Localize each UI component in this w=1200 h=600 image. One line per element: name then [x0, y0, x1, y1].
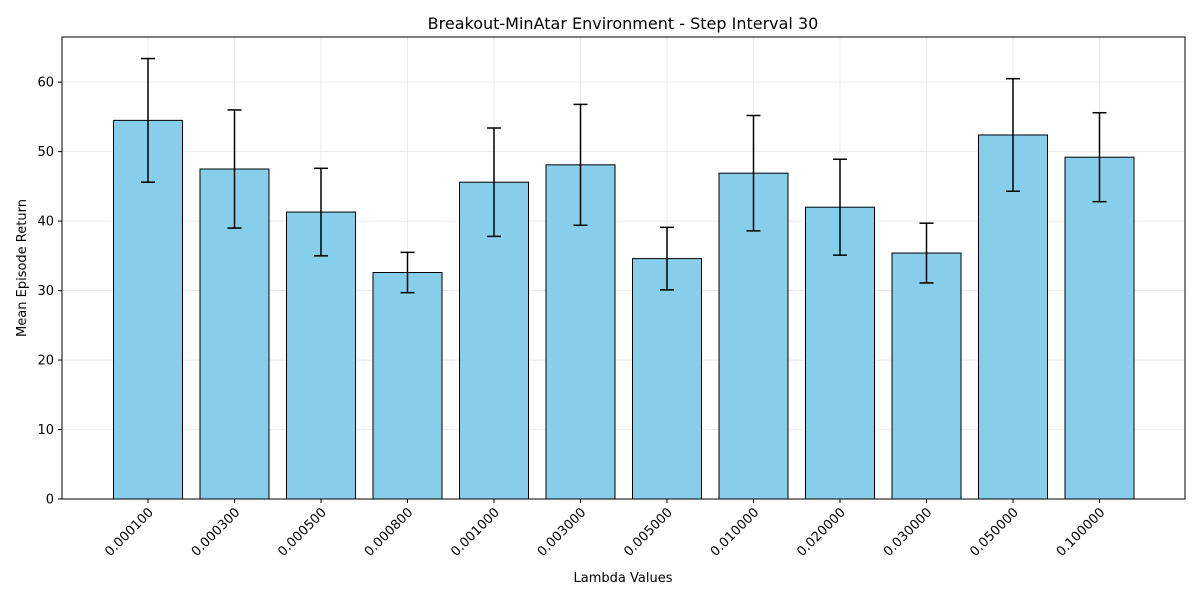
y-tick-label: 50	[37, 145, 54, 160]
y-tick-label: 30	[37, 284, 54, 299]
x-tick-label: 0.000300	[189, 505, 243, 559]
error-bars	[141, 57, 1107, 294]
bar	[632, 258, 702, 500]
x-tick-label: 0.001000	[448, 505, 502, 559]
x-tick-label: 0.003000	[535, 505, 589, 559]
x-tick-label: 0.020000	[794, 505, 848, 559]
bar	[891, 252, 962, 500]
y-axis-label: Mean Episode Return	[15, 199, 30, 337]
bar	[372, 272, 443, 500]
bars	[113, 119, 1135, 500]
bar	[286, 211, 356, 500]
y-tick-label: 10	[37, 423, 54, 438]
x-tick-label: 0.000100	[102, 505, 156, 559]
bar	[1064, 156, 1135, 500]
y-tick-label: 40	[37, 215, 54, 230]
bar	[978, 134, 1048, 500]
x-tick-label: 0.000800	[362, 505, 416, 559]
x-axis: 0.000100 0.000300 0.000500 0.000800 0.001000…	[102, 499, 1108, 560]
x-tick-label: 0.030000	[881, 505, 935, 559]
y-tick-label: 20	[37, 354, 54, 369]
y-axis: 0 10 20 30 40 50 60	[37, 76, 62, 508]
x-tick-label: 0.000500	[275, 505, 329, 559]
x-tick-label: 0.100000	[1054, 505, 1108, 559]
y-tick-label: 60	[37, 76, 54, 91]
x-axis-label: Lambda Values	[574, 571, 673, 586]
x-tick-label: 0.005000	[621, 505, 675, 559]
chart-title: Breakout-MinAtar Environment - Step Inte…	[428, 14, 819, 33]
x-tick-label: 0.050000	[967, 505, 1021, 559]
y-tick-label: 0	[46, 493, 54, 508]
plot-frame	[61, 36, 1186, 500]
x-tick-label: 0.010000	[708, 505, 762, 559]
